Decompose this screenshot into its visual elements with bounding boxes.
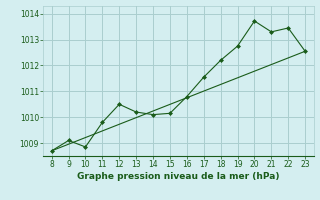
X-axis label: Graphe pression niveau de la mer (hPa): Graphe pression niveau de la mer (hPa) xyxy=(77,172,280,181)
